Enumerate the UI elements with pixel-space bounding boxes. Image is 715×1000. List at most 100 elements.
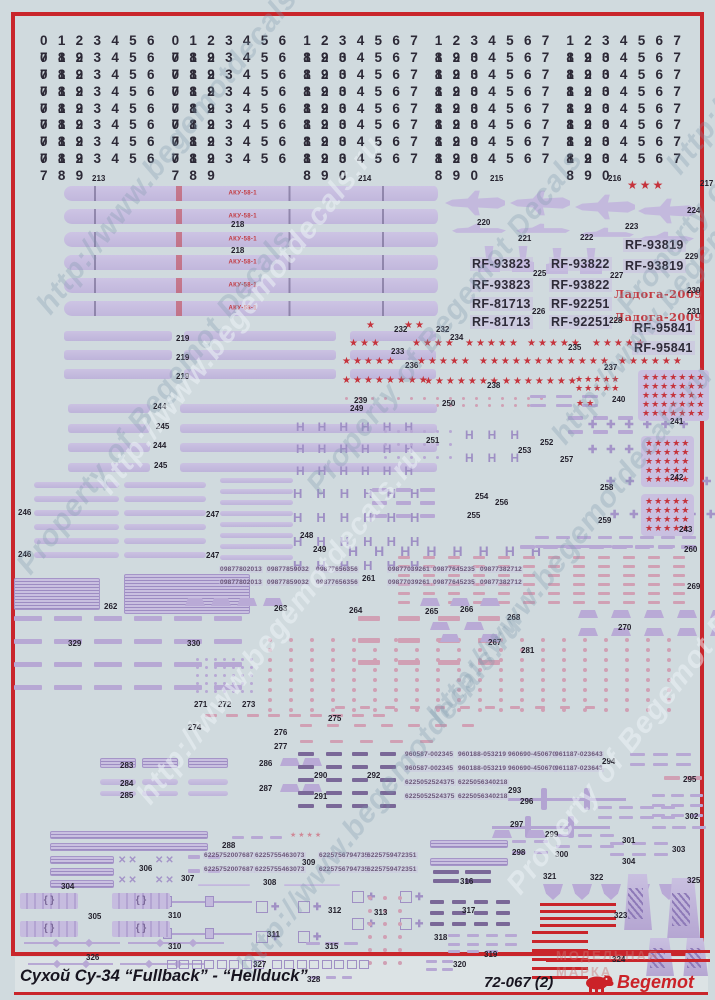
digit-group: 0 1 2 3 4 5 6 7 8 9 [40, 151, 165, 184]
fin-emblem-hatch [687, 947, 701, 969]
stripe-segment [180, 424, 437, 433]
brand-name: Begemot [617, 972, 695, 992]
stripe-segment [184, 369, 336, 379]
item-number-label: 291 [314, 792, 328, 801]
serial-number: 6225759472351 [366, 852, 418, 859]
star-row: ★★★★ [290, 832, 324, 839]
serial-number: 09877382712 [479, 566, 523, 573]
item-number-label: 246 [18, 550, 32, 559]
registration-code: RF-93822 [549, 257, 612, 271]
aku-missile-stripe: АКУ-58-1 [64, 209, 438, 224]
aircraft-side-silhouette [516, 223, 570, 233]
x-cluster-stencil: ✕✕ [155, 875, 176, 886]
serial-number: 960690-450670 [507, 765, 558, 772]
red-stripe-stack [540, 903, 616, 931]
striped-bar [124, 574, 250, 614]
stencil-grid [352, 752, 396, 808]
red-stripe-stack [546, 950, 710, 968]
bottom-red-line [14, 992, 708, 995]
star-row: ★★★★★★★ [424, 376, 501, 387]
stencil-grid [368, 896, 402, 965]
item-number-label: 243 [679, 525, 693, 534]
item-number-label: 327 [253, 960, 267, 969]
item-number-label: 242 [670, 473, 684, 482]
item-number-label: 299 [545, 830, 559, 839]
item-number-label: 264 [349, 606, 363, 615]
stencil-grid [372, 488, 435, 518]
item-number-label: 244 [153, 402, 167, 411]
item-number-label: 267 [488, 638, 502, 647]
stripe-segment [142, 791, 178, 796]
stripe-segment [184, 331, 336, 341]
stripe-segment [350, 331, 436, 341]
item-number-label: 326 [86, 953, 100, 962]
item-number-label: 292 [367, 771, 381, 780]
item-number-label: 217 [700, 179, 714, 188]
striped-bar [50, 880, 114, 888]
stencil-grid [448, 934, 517, 946]
digit-group: 1 2 3 4 5 6 7 8 9 0 [434, 49, 560, 82]
serial-number: 09877859032 [266, 579, 310, 586]
item-number-label: 285 [120, 791, 134, 800]
star-row: ★ [366, 320, 377, 331]
digit-group: 0 1 2 3 4 5 6 7 8 9 [40, 134, 165, 167]
stripe-segment [180, 404, 437, 413]
stencil-grid [520, 545, 696, 549]
stencil-grid [598, 806, 675, 819]
trapezoid-stencil-row [280, 758, 324, 766]
stripe-segment [68, 463, 150, 472]
hippo-icon [586, 975, 614, 992]
item-number-label: 308 [263, 878, 277, 887]
item-number-label: 227 [610, 271, 624, 280]
digit-group: 1 2 3 4 5 6 7 8 9 0 [566, 66, 692, 99]
item-number-label: 214 [358, 174, 372, 183]
stencil-grid [630, 753, 691, 766]
item-number-label: 309 [302, 858, 316, 867]
item-number-label: 240 [612, 395, 626, 404]
serial-number: 6225755463073 [254, 852, 306, 859]
stripe-segment [124, 524, 206, 530]
brand-tagline-watermark: МОДЕЛЬНАЯ МАРКА [556, 948, 660, 979]
digit-group: 0 1 2 3 4 5 6 7 8 9 [171, 49, 297, 82]
item-number-label: 276 [274, 728, 288, 737]
aircraft-side-silhouette [640, 231, 694, 241]
stripe-segment [180, 443, 437, 452]
star-row: ★★ [576, 398, 597, 408]
star-grid-patch: ★★★★★ ★★★★★ ★★★★★ ★★★★★ ★★★★★ [641, 436, 695, 487]
aku-stencil-text: АКУ-58-1 [228, 259, 257, 266]
item-number-label: 255 [467, 511, 481, 520]
stripe-segment [64, 350, 172, 360]
item-number-label: 237 [604, 363, 618, 372]
item-number-label: 324 [612, 955, 626, 964]
box-plus-stencil: ✚ [400, 918, 423, 930]
item-number-label: 301 [622, 836, 636, 845]
item-number-label: 229 [685, 252, 699, 261]
serial-number: 6225056340218 [457, 779, 509, 786]
striped-bar [50, 868, 114, 876]
stripe-segment [124, 482, 206, 488]
item-number-label: 261 [362, 574, 376, 583]
item-number-label: 319 [484, 950, 498, 959]
item-number-label: 254 [475, 492, 489, 501]
item-number-label: 304 [61, 882, 75, 891]
serial-number: 09877656356 [315, 579, 359, 586]
trapezoid-stencil-row [492, 830, 560, 838]
item-number-label: 303 [672, 845, 686, 854]
digit-group: 0 1 2 3 4 5 6 7 8 9 [171, 83, 297, 116]
registration-code: RF-95841 [632, 341, 695, 355]
box-plus-stencil: ✚ [256, 931, 279, 943]
digit-group: 1 2 3 4 5 6 7 8 9 0 [303, 49, 429, 82]
box-plus-stencil: ✚ [298, 901, 321, 913]
stencil-grid [433, 870, 491, 883]
stencil-grid [398, 556, 685, 604]
item-number-label: 245 [154, 461, 168, 470]
stripe-segment [180, 463, 437, 472]
brace-block: { } [20, 921, 78, 937]
serial-number: 961187-023643 [554, 765, 604, 772]
stripe-segment [220, 522, 293, 527]
sheet-title: Сухой Су-34 “Fullback” - “Hellduck” [20, 967, 308, 985]
tail-fin-decal [624, 874, 652, 930]
